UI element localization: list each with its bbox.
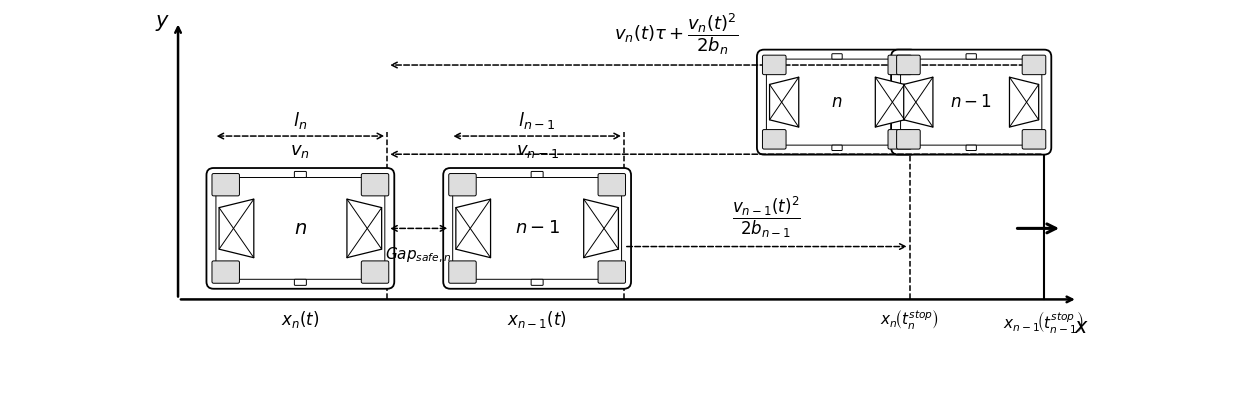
- FancyBboxPatch shape: [832, 54, 842, 59]
- Text: $y$: $y$: [155, 13, 170, 33]
- FancyBboxPatch shape: [966, 145, 976, 150]
- FancyBboxPatch shape: [1022, 129, 1045, 149]
- Text: $x_{n-1}(t)$: $x_{n-1}(t)$: [507, 309, 567, 330]
- Text: $n$: $n$: [294, 219, 306, 238]
- Text: $l_n$: $l_n$: [294, 109, 308, 131]
- FancyBboxPatch shape: [449, 173, 476, 196]
- Text: $n-1$: $n-1$: [515, 220, 559, 238]
- FancyBboxPatch shape: [897, 55, 920, 75]
- Text: $\dfrac{v_{n-1}(t)^2}{2b_{n-1}}$: $\dfrac{v_{n-1}(t)^2}{2b_{n-1}}$: [733, 195, 801, 240]
- Text: $v_n$: $v_n$: [290, 142, 310, 160]
- FancyBboxPatch shape: [598, 261, 625, 283]
- FancyBboxPatch shape: [897, 129, 920, 149]
- FancyBboxPatch shape: [206, 168, 394, 289]
- Text: $l_{n-1}$: $l_{n-1}$: [518, 109, 556, 131]
- FancyBboxPatch shape: [766, 59, 908, 145]
- Text: $Gap_{safe,n}$: $Gap_{safe,n}$: [386, 246, 453, 265]
- Polygon shape: [219, 199, 254, 258]
- FancyBboxPatch shape: [443, 168, 631, 289]
- Polygon shape: [770, 77, 799, 127]
- Text: $x_n\!\left(t_n^{stop}\right)$: $x_n\!\left(t_n^{stop}\right)$: [880, 309, 939, 332]
- FancyBboxPatch shape: [449, 261, 476, 283]
- FancyBboxPatch shape: [531, 279, 543, 285]
- FancyBboxPatch shape: [216, 178, 384, 279]
- FancyBboxPatch shape: [598, 173, 625, 196]
- FancyBboxPatch shape: [212, 173, 239, 196]
- Polygon shape: [584, 199, 619, 258]
- Text: $x$: $x$: [1074, 317, 1089, 337]
- FancyBboxPatch shape: [531, 171, 543, 178]
- FancyBboxPatch shape: [361, 261, 389, 283]
- Text: $v_n(t)\tau + \dfrac{v_n(t)^2}{2b_n}$: $v_n(t)\tau + \dfrac{v_n(t)^2}{2b_n}$: [614, 11, 738, 57]
- FancyBboxPatch shape: [756, 49, 918, 155]
- Polygon shape: [875, 77, 904, 127]
- Polygon shape: [456, 199, 491, 258]
- FancyBboxPatch shape: [212, 261, 239, 283]
- FancyBboxPatch shape: [900, 59, 1042, 145]
- FancyBboxPatch shape: [453, 178, 621, 279]
- FancyBboxPatch shape: [892, 49, 1052, 155]
- FancyBboxPatch shape: [1022, 55, 1045, 75]
- FancyBboxPatch shape: [294, 171, 306, 178]
- FancyBboxPatch shape: [832, 145, 842, 150]
- FancyBboxPatch shape: [361, 173, 389, 196]
- FancyBboxPatch shape: [294, 279, 306, 285]
- Text: $x_n(t)$: $x_n(t)$: [281, 309, 320, 330]
- Text: $v_{n-1}$: $v_{n-1}$: [516, 142, 559, 160]
- FancyBboxPatch shape: [966, 54, 976, 59]
- Polygon shape: [1009, 77, 1039, 127]
- Text: $n-1$: $n-1$: [950, 93, 992, 111]
- Polygon shape: [347, 199, 382, 258]
- Text: $x_{n-1}\!\left(t_{n-1}^{stop}\right)$: $x_{n-1}\!\left(t_{n-1}^{stop}\right)$: [1003, 309, 1084, 335]
- FancyBboxPatch shape: [763, 55, 786, 75]
- FancyBboxPatch shape: [888, 55, 911, 75]
- FancyBboxPatch shape: [763, 129, 786, 149]
- FancyBboxPatch shape: [888, 129, 911, 149]
- Polygon shape: [904, 77, 932, 127]
- Text: $n$: $n$: [831, 93, 843, 111]
